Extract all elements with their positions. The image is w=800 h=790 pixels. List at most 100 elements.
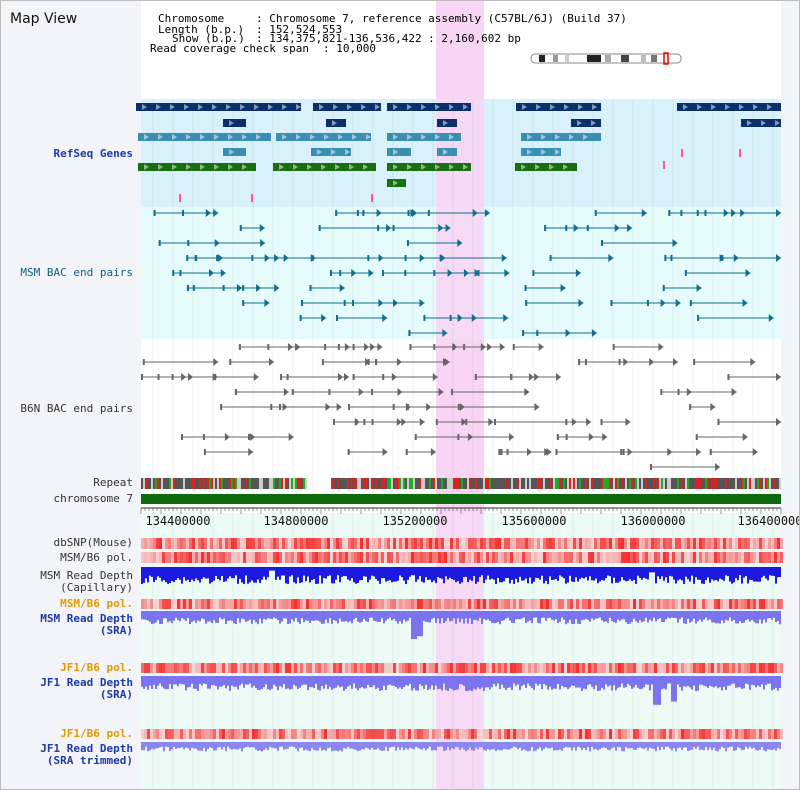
- jf1-depth-sra-bar: [585, 676, 587, 690]
- jf1-depth-sra-bar: [619, 676, 621, 687]
- dbsnp-heat: [267, 538, 270, 549]
- msm-depth-sra-bar: [691, 611, 693, 622]
- jf1-depth-sra-bar: [239, 676, 241, 686]
- msm-b6-pol-heat: [513, 552, 516, 563]
- msm-depth-sra-bar: [331, 611, 333, 624]
- dbsnp-heat: [297, 538, 300, 549]
- jf1-b6-pol-heat: [519, 729, 522, 739]
- msm-b6-pol-heat: [762, 552, 765, 563]
- msm-bac-label[interactable]: MSM BAC end pairs: [20, 266, 133, 279]
- dbsnp-heat: [453, 538, 456, 549]
- jf1-b6-pol-heat: [576, 729, 579, 739]
- jf1-b6-pol-heat: [330, 729, 333, 739]
- jf1-depth-trimmed-bar: [663, 742, 665, 750]
- msm-depth-capillary-bar: [239, 567, 241, 579]
- dbsnp-heat: [594, 538, 597, 549]
- msm-depth-sra-bar: [629, 611, 631, 624]
- jf1-depth-trimmed-bar: [489, 742, 491, 751]
- msm-depth-capillary-bar: [193, 567, 195, 582]
- msm-b6-pol-heat: [720, 599, 723, 609]
- jf1-b6-pol-label-1: JF1/B6 pol.: [60, 661, 133, 674]
- repeat-mark: [751, 478, 753, 489]
- dbsnp-heat: [600, 538, 603, 549]
- msm-depth-capillary-bar: [397, 567, 399, 581]
- repeat-mark: [493, 478, 495, 489]
- msm-b6-pol-heat: [636, 599, 639, 609]
- repeat-mark: [591, 478, 593, 489]
- jf1-depth-trimmed-bar: [381, 742, 383, 752]
- msm-depth-sra-bar: [549, 611, 551, 618]
- jf1-depth-trimmed-bar: [459, 742, 461, 750]
- msm-depth-sra-bar: [173, 611, 175, 621]
- jf1-b6-pol-heat: [588, 663, 591, 673]
- jf1-depth-trimmed-bar: [337, 742, 339, 752]
- repeat-mark: [377, 478, 379, 489]
- msm-b6-pol-heat: [588, 599, 591, 609]
- jf1-depth-trimmed-bar: [345, 742, 347, 749]
- jf1-b6-pol-heat: [591, 663, 594, 673]
- dbsnp-heat: [186, 538, 189, 549]
- msm-depth-capillary-bar: [279, 567, 281, 580]
- jf1-b6-pol-heat: [582, 729, 585, 739]
- msm-b6-pol-heat: [387, 599, 390, 609]
- msm-depth-sra-bar: [553, 611, 555, 621]
- jf1-b6-pol-heat: [771, 729, 774, 739]
- gene-strand-arrow: [549, 164, 554, 170]
- msm-depth-capillary-bar: [331, 567, 333, 584]
- jf1-depth-trimmed-bar: [411, 742, 413, 749]
- jf1-b6-pol-heat: [486, 729, 489, 739]
- msm-b6-pol-heat: [702, 599, 705, 609]
- msm-b6-pol-heat: [504, 552, 507, 563]
- jf1-depth-sra-bar: [169, 676, 171, 685]
- jf1-depth-trimmed-bar: [779, 742, 781, 749]
- jf1-depth-sra-bar: [425, 676, 427, 685]
- repeat-mark: [347, 478, 349, 489]
- msm-depth-sra-bar: [197, 611, 199, 621]
- jf1-b6-pol-heat: [777, 663, 780, 673]
- msm-depth-capillary-bar: [321, 567, 323, 584]
- b6n-bac-label[interactable]: B6N BAC end pairs: [20, 402, 133, 415]
- msm-b6-pol-heat: [774, 552, 777, 563]
- msm-depth-capillary-bar: [749, 567, 751, 580]
- msm-bac-pair-end: [445, 224, 451, 232]
- msm-b6-pol-heat: [303, 599, 306, 609]
- jf1-depth-trimmed-bar: [661, 742, 663, 747]
- msm-depth-sra-bar: [189, 611, 191, 625]
- msm-depth-sra-bar: [717, 611, 719, 624]
- jf1-depth-sra-bar: [675, 676, 677, 702]
- msm-depth-capillary-bar: [299, 567, 301, 584]
- jf1-depth-sra-bar: [769, 676, 771, 684]
- refseq-genes-label[interactable]: RefSeq Genes: [53, 147, 133, 160]
- dbsnp-heat: [153, 538, 156, 549]
- repeat-mark: [499, 478, 501, 489]
- dbsnp-heat: [750, 538, 753, 549]
- msm-b6-pol-heat: [717, 552, 720, 563]
- msm-b6-pol-heat: [402, 599, 405, 609]
- jf1-b6-pol-heat: [189, 663, 192, 673]
- msm-b6-pol-heat: [567, 552, 570, 563]
- jf1-b6-pol-heat: [537, 663, 540, 673]
- msm-b6-pol-heat: [369, 599, 372, 609]
- b6n-bac-pair-end: [727, 374, 730, 380]
- msm-depth-capillary-bar: [387, 567, 389, 581]
- msm-b6-pol-heat: [246, 552, 249, 563]
- jf1-depth-sra-bar: [325, 676, 327, 685]
- msm-b6-pol-heat: [147, 552, 150, 563]
- repeat-mark: [525, 478, 527, 489]
- msm-depth-capillary-bar: [419, 567, 421, 577]
- jf1-depth-trimmed-bar: [571, 742, 573, 751]
- gene-strand-arrow: [349, 164, 354, 170]
- msm-bac-pair-end: [404, 270, 407, 276]
- ideogram-band: [621, 55, 629, 62]
- b6n-bac-pair-end: [203, 449, 206, 455]
- jf1-b6-pol-heat: [651, 663, 654, 673]
- jf1-depth-sra-bar: [641, 676, 643, 689]
- repeat-mark: [221, 478, 223, 489]
- msm-depth-sra-bar: [723, 611, 725, 623]
- jf1-depth-trimmed-bar: [747, 742, 749, 749]
- msm-depth-sra-bar: [165, 611, 167, 619]
- dbsnp-heat: [429, 538, 432, 549]
- b6n-bac-pair-end: [220, 404, 223, 410]
- repeat-mark: [295, 478, 297, 489]
